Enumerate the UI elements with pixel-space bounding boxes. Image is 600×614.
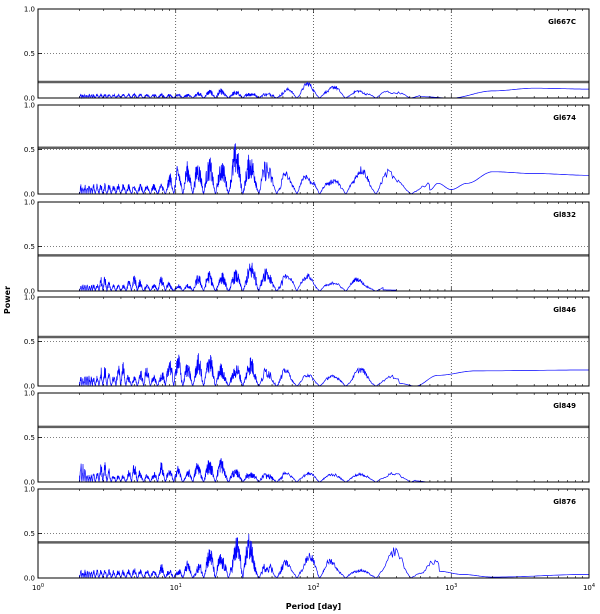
x-tick-label: 103 [445, 583, 457, 592]
x-tick-label: 100 [32, 583, 44, 592]
y-tick-label: 0.0 [24, 288, 35, 296]
x-tick-label: 101 [170, 583, 182, 592]
y-tick-label: 0.5 [24, 434, 35, 442]
y-axis-label: Power [3, 286, 12, 314]
panel-gl846: 0.0 0.5 1.0 Gl846 [24, 294, 590, 391]
panel-label: Gl674 [553, 114, 576, 122]
y-tick-label: 0.0 [24, 383, 35, 391]
x-axis-label: Period [day] [286, 602, 341, 611]
periodogram-line [79, 81, 589, 100]
y-tick-label: 1.0 [24, 390, 35, 398]
y-tick-label: 0.5 [24, 530, 35, 538]
y-tick-label: 1.0 [24, 199, 35, 207]
y-tick-label: 0.5 [24, 146, 35, 154]
panel-gl832: 0.0 0.5 1.0 Gl832 [24, 199, 590, 296]
y-tick-label: 0.0 [24, 479, 35, 487]
y-tick-label: 1.0 [24, 6, 35, 14]
y-tick-label: 1.0 [24, 102, 35, 110]
panel-label: Gl849 [553, 402, 576, 410]
y-tick-label: 0.5 [24, 243, 35, 251]
y-tick-label: 1.0 [24, 294, 35, 302]
periodogram-line [79, 458, 589, 484]
panel-label: Gl832 [553, 211, 576, 219]
y-tick-label: 0.5 [24, 50, 35, 58]
y-tick-label: 0.0 [24, 575, 35, 583]
periodogram-line [79, 533, 589, 580]
panel-label: Gl876 [553, 498, 576, 506]
y-tick-label: 0.0 [24, 191, 35, 199]
panel-gl876: 0.0 0.5 1.0 Gl876 [24, 486, 590, 583]
panel-gl849: 0.0 0.5 1.0 Gl849 [24, 390, 590, 487]
periodogram-line [79, 143, 589, 196]
periodogram-line [79, 353, 589, 388]
panel-gl667c: 0.0 0.5 1.0 Gl667C [24, 6, 590, 103]
panel-label: Gl667C [548, 18, 576, 26]
y-tick-label: 1.0 [24, 486, 35, 494]
y-tick-label: 0.0 [24, 95, 35, 103]
x-tick-label: 104 [583, 583, 595, 592]
panel-label: Gl846 [553, 306, 576, 314]
periodogram-line [79, 262, 397, 293]
panel-gl674: 0.0 0.5 1.0 Gl674 [24, 102, 590, 199]
x-tick-label: 102 [307, 583, 319, 592]
y-tick-label: 0.5 [24, 338, 35, 346]
